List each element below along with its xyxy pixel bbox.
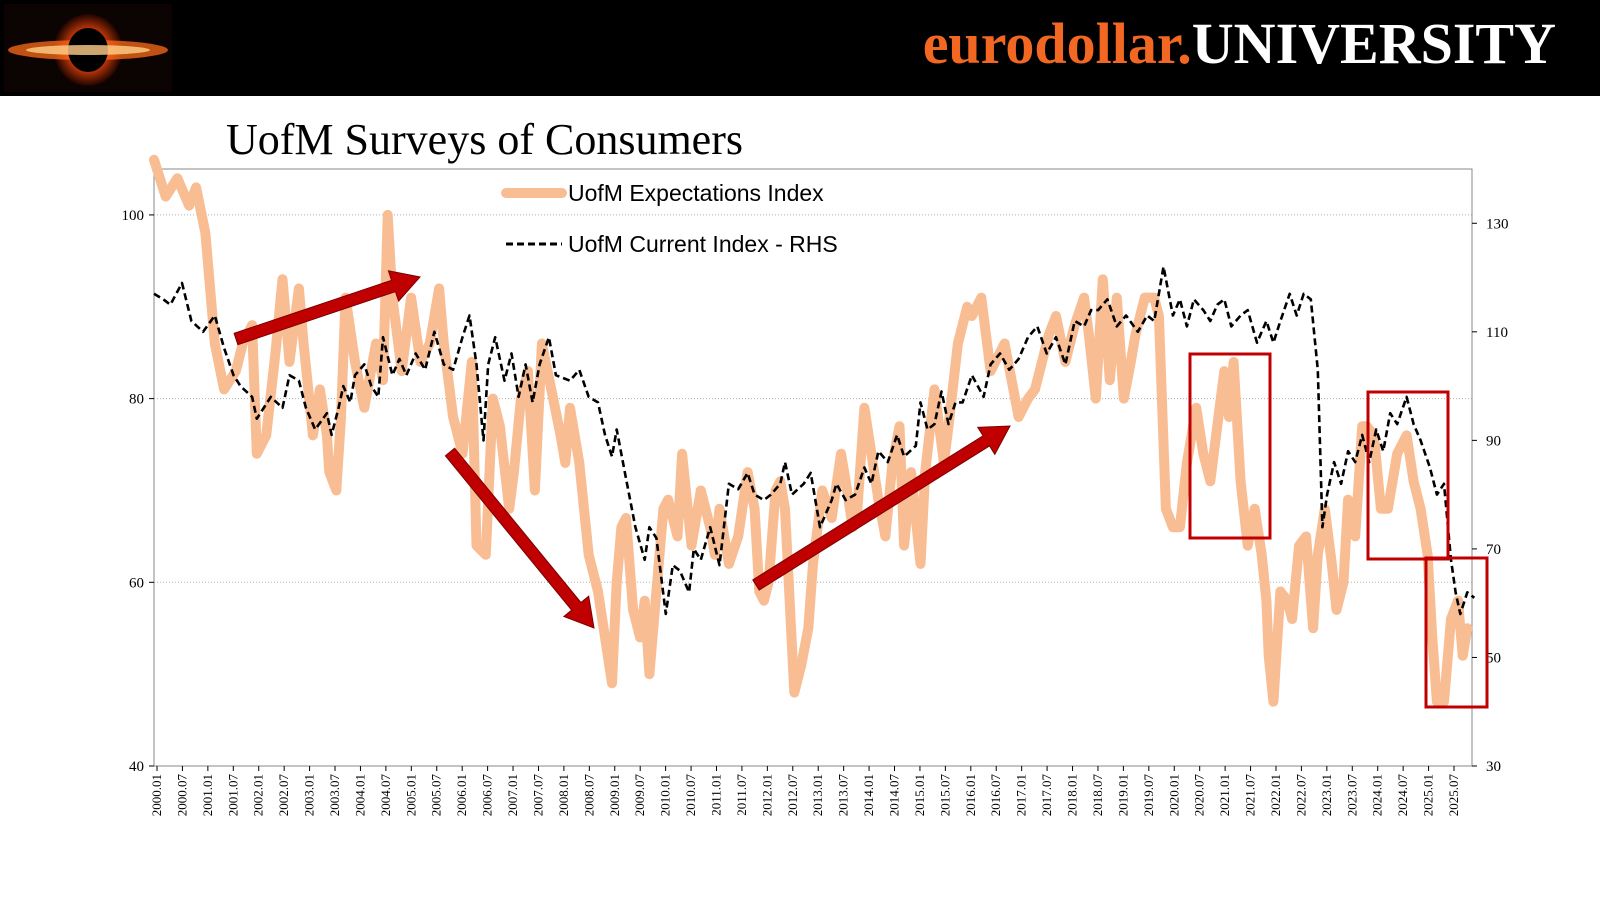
x-tick-label: 2005.01 xyxy=(403,774,418,816)
brand-part2: UNIVERSITY xyxy=(1191,11,1556,76)
x-tick-label: 2004.01 xyxy=(352,774,367,816)
x-tick-label: 2017.01 xyxy=(1014,774,1029,816)
trend-arrow-3 xyxy=(752,425,1011,591)
highlight-box-2 xyxy=(1366,390,1450,561)
right-tick-label: 90 xyxy=(1486,433,1501,449)
x-tick-label: 2014.01 xyxy=(861,774,876,816)
x-tick-label: 2012.01 xyxy=(759,774,774,816)
x-tick-label: 2011.01 xyxy=(708,774,723,816)
x-tick-label: 2003.07 xyxy=(327,774,342,817)
brand-part1: eurodollar. xyxy=(922,11,1192,76)
x-tick-label: 2015.01 xyxy=(912,774,927,816)
x-tick-label: 2018.01 xyxy=(1065,774,1080,816)
x-tick-label: 2021.07 xyxy=(1243,774,1258,817)
left-tick-label: 80 xyxy=(129,392,144,408)
expectations-index-line xyxy=(149,154,1473,707)
galaxy-logo-icon xyxy=(4,4,172,92)
x-tick-label: 2025.01 xyxy=(1421,774,1436,816)
series-layer xyxy=(149,154,1476,707)
plot-frame xyxy=(153,168,1473,767)
x-tick-label: 2002.01 xyxy=(251,774,266,816)
legend: UofM Expectations Index UofM Current Inde… xyxy=(501,180,838,257)
right-tick-label: 30 xyxy=(1486,759,1501,775)
x-tick-label: 2024.01 xyxy=(1370,774,1385,816)
left-tick-label: 40 xyxy=(129,759,144,775)
x-tick-label: 2000.01 xyxy=(149,774,164,816)
x-tick-label: 2007.01 xyxy=(505,774,520,816)
x-tick-label: 2022.07 xyxy=(1293,774,1308,817)
annotations xyxy=(233,270,1489,709)
x-tick-label: 2007.07 xyxy=(530,774,545,817)
slide-title: UofM Surveys of Consumers xyxy=(226,115,743,164)
x-tick-label: 2003.01 xyxy=(302,774,317,816)
x-tick-label: 2005.07 xyxy=(429,774,444,817)
x-tick-label: 2023.07 xyxy=(1344,774,1359,817)
legend-label-current: UofM Current Index - RHS xyxy=(568,231,838,257)
x-tick-label: 2020.01 xyxy=(1166,774,1181,816)
x-tick-label: 2014.07 xyxy=(887,774,902,817)
x-tick-label: 2024.07 xyxy=(1395,774,1410,817)
x-tick-label: 2006.01 xyxy=(454,774,469,816)
x-tick-label: 2015.07 xyxy=(937,774,952,817)
x-tick-label: 2002.07 xyxy=(276,774,291,817)
left-tick-label: 60 xyxy=(129,575,144,591)
x-tick-label: 2010.01 xyxy=(658,774,673,816)
gridlines xyxy=(154,214,1472,583)
x-tick-label: 2008.01 xyxy=(556,774,571,816)
x-tick-label: 2017.07 xyxy=(1039,774,1054,817)
highlight-box-1 xyxy=(1188,352,1272,540)
x-tick-label: 2009.07 xyxy=(632,774,647,817)
current-index-line xyxy=(153,265,1476,616)
x-tick-label: 2025.07 xyxy=(1446,774,1461,817)
right-tick-label: 70 xyxy=(1486,542,1501,558)
x-tick-label: 2016.01 xyxy=(963,774,978,816)
right-tick-label: 50 xyxy=(1486,650,1501,666)
x-tick-label: 2023.01 xyxy=(1319,774,1334,816)
right-tick-label: 110 xyxy=(1486,325,1508,341)
brand-wordmark: eurodollar.UNIVERSITY xyxy=(923,4,1556,84)
x-tick-label: 2020.07 xyxy=(1192,774,1207,817)
x-tick-label: 2001.01 xyxy=(200,774,215,816)
x-tick-label: 2013.07 xyxy=(836,774,851,817)
x-tick-label: 2019.07 xyxy=(1141,774,1156,817)
x-tick-label: 2012.07 xyxy=(785,774,800,817)
x-tick-label: 2000.07 xyxy=(174,774,189,817)
axes: 40 60 80 100 30 50 70 90 110 130 2000.01 2000.07 200… xyxy=(122,208,1509,816)
x-tick-label: 2009.01 xyxy=(607,774,622,816)
header-banner: eurodollar.UNIVERSITY xyxy=(0,0,1600,96)
x-tick-label: 2022.01 xyxy=(1268,774,1283,816)
x-tick-label: 2018.07 xyxy=(1090,774,1105,817)
trend-arrow-2 xyxy=(444,447,595,629)
x-tick-label: 2001.07 xyxy=(225,774,240,817)
trend-arrow-1 xyxy=(233,270,421,346)
x-tick-label: 2008.07 xyxy=(581,774,596,817)
right-tick-label: 130 xyxy=(1486,216,1509,232)
x-tick-label: 2013.01 xyxy=(810,774,825,816)
x-tick-label: 2011.07 xyxy=(734,774,749,816)
x-tick-label: 2019.01 xyxy=(1115,774,1130,816)
x-tick-label: 2006.07 xyxy=(480,774,495,817)
highlight-box-3 xyxy=(1424,556,1489,709)
x-tick-label: 2021.01 xyxy=(1217,774,1232,816)
legend-label-expectations: UofM Expectations Index xyxy=(568,180,824,206)
x-tick-label: 2010.07 xyxy=(683,774,698,817)
x-tick-label: 2004.07 xyxy=(378,774,393,817)
left-tick-label: 100 xyxy=(122,208,145,224)
x-tick-label: 2016.07 xyxy=(988,774,1003,817)
